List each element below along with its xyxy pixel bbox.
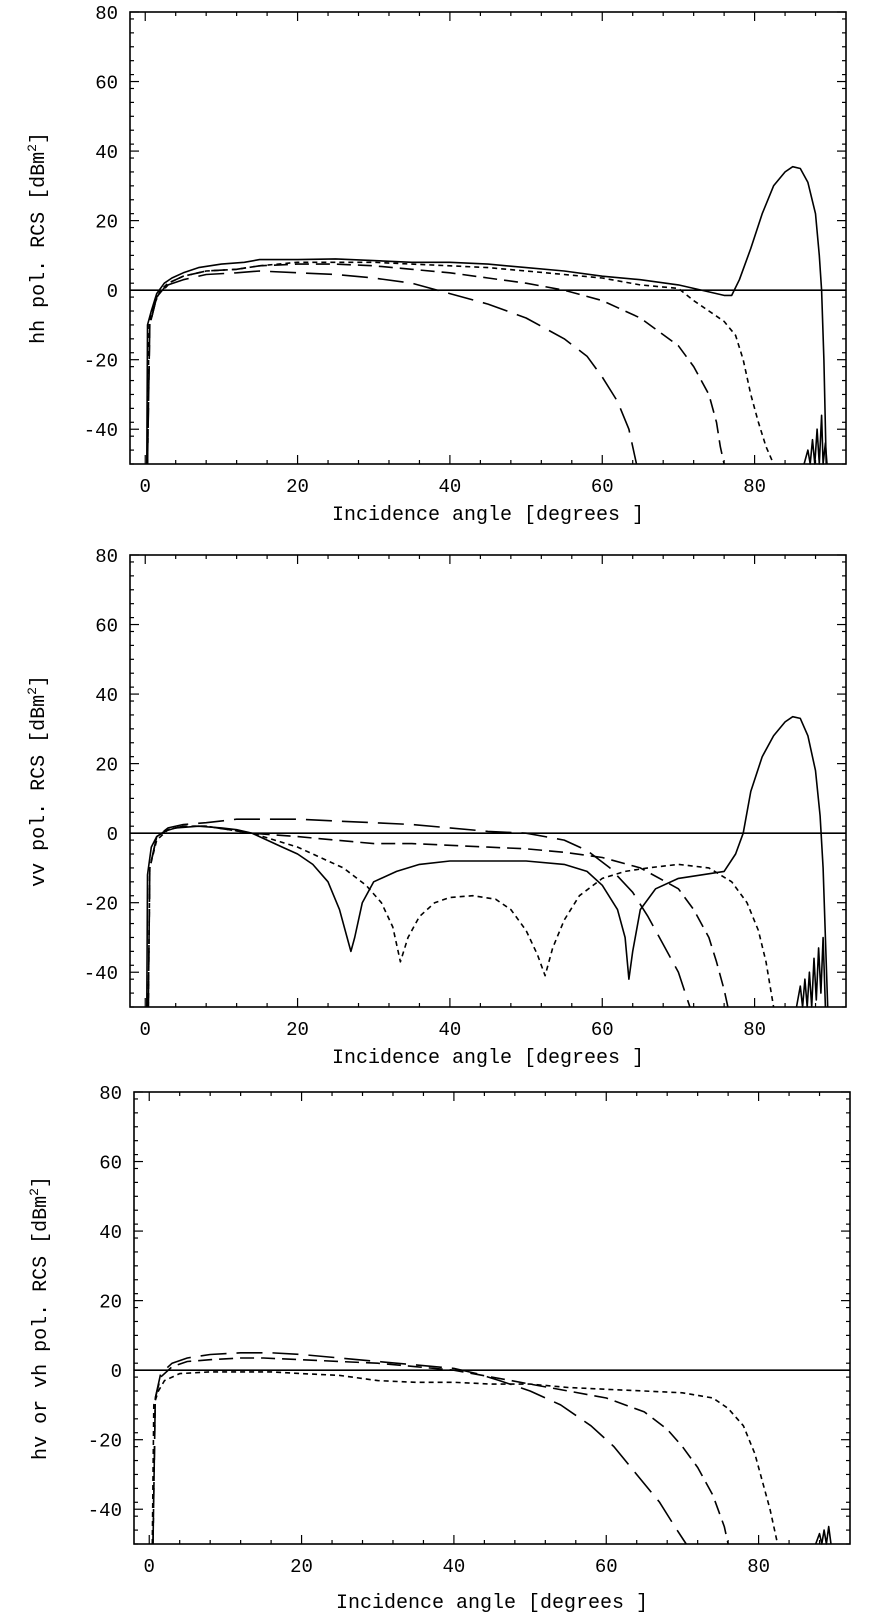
series-line-long-dash [147, 818, 691, 1008]
x-tick-label: 20 [290, 1556, 313, 1578]
y-tick-label: -20 [84, 351, 118, 373]
y-tick-label: 40 [99, 1222, 122, 1244]
y-axis-label: vv pol. RCS [dBm2] [25, 675, 51, 887]
series-line-solid-noise [795, 936, 827, 1008]
x-tick-labels: 0 20 40 60 80 [140, 1019, 766, 1041]
y-tick-label: 80 [95, 3, 118, 25]
y-tick-label: 0 [111, 1361, 122, 1383]
series-layer [130, 715, 846, 1008]
series-line-solid [146, 715, 829, 1008]
series-line-short-dash [146, 261, 775, 465]
y-tick-label: 40 [95, 685, 118, 707]
x-tick-label: 80 [747, 1556, 770, 1578]
y-tick-label: 40 [95, 142, 118, 164]
plot-frame [133, 1091, 851, 1545]
tick-marks [134, 1091, 850, 1545]
y-tick-labels: 80 60 40 20 0 -20 -40 [84, 546, 118, 985]
y-tick-label: -20 [88, 1431, 122, 1453]
x-tick-label: 80 [743, 476, 766, 498]
series-line-solid [146, 165, 827, 465]
y-tick-labels: 80 60 40 20 0 -20 -40 [84, 3, 118, 442]
y-axis-label: hv or vh pol. RCS [dBm2] [27, 1176, 53, 1460]
x-tick-label: 60 [591, 476, 614, 498]
y-tick-label: 20 [99, 1292, 122, 1314]
x-tick-label: 0 [140, 476, 151, 498]
y-axis-label-superscript: 2 [25, 687, 40, 695]
series-line-medium-dash [147, 825, 729, 1008]
y-tick-label: 20 [95, 755, 118, 777]
y-axis-label-superscript: 2 [25, 144, 40, 152]
y-axis-label: hh pol. RCS [dBm2] [25, 132, 51, 344]
x-tick-label: 40 [443, 1556, 466, 1578]
tick-marks [130, 11, 846, 465]
series-line-solid-noise [803, 414, 828, 465]
series-line-solid-noise [814, 1525, 832, 1545]
series-line-long-dash [152, 1352, 687, 1545]
panel-hh: 80 60 40 20 0 -20 -40 0 20 40 60 80 Incidence angl… [25, 3, 847, 527]
x-tick-label: 0 [144, 1556, 155, 1578]
series-line-short-dash [147, 825, 775, 1008]
x-tick-label: 60 [591, 1019, 614, 1041]
y-tick-label: -40 [88, 1500, 122, 1522]
x-tick-label: 60 [595, 1556, 618, 1578]
x-axis-label: Incidence angle [degrees ] [336, 1592, 648, 1615]
x-tick-label: 20 [286, 1019, 309, 1041]
y-tick-label: 0 [107, 824, 118, 846]
plot-frame [129, 11, 847, 465]
panel-hv-vh: 80 60 40 20 0 -20 -40 0 20 40 60 80 Incidence angl… [27, 1083, 851, 1615]
plot-frame [129, 554, 847, 1008]
y-tick-label: -20 [84, 894, 118, 916]
x-tick-label: 20 [286, 476, 309, 498]
series-line-long-dash [146, 270, 638, 465]
tick-marks [130, 554, 846, 1008]
x-axis-label: Incidence angle [degrees ] [332, 1047, 644, 1070]
series-line-medium-dash [146, 263, 725, 465]
y-tick-label: -40 [84, 963, 118, 985]
y-tick-labels: 80 60 40 20 0 -20 -40 [88, 1083, 122, 1522]
y-tick-label: 80 [95, 546, 118, 568]
y-tick-label: 0 [107, 281, 118, 303]
x-tick-label: 0 [140, 1019, 151, 1041]
y-tick-label: 80 [99, 1083, 122, 1105]
x-tick-label: 40 [439, 1019, 462, 1041]
panel-vv: 80 60 40 20 0 -20 -40 0 20 40 60 80 Incidence angl… [25, 546, 847, 1070]
series-line-short-dash [151, 1371, 779, 1545]
x-tick-label: 40 [439, 476, 462, 498]
y-axis-label-superscript: 2 [27, 1188, 42, 1196]
y-tick-label: 60 [95, 73, 118, 95]
y-tick-label: 60 [95, 616, 118, 638]
series-line-medium-dash [152, 1357, 729, 1545]
x-tick-label: 80 [743, 1019, 766, 1041]
y-tick-label: 20 [95, 212, 118, 234]
series-layer [130, 165, 846, 465]
y-tick-label: 60 [99, 1153, 122, 1175]
x-tick-labels: 0 20 40 60 80 [140, 476, 766, 498]
series-layer [134, 1352, 850, 1545]
y-tick-label: -40 [84, 420, 118, 442]
x-axis-label: Incidence angle [degrees ] [332, 504, 644, 527]
x-tick-labels: 0 20 40 60 80 [144, 1556, 770, 1578]
